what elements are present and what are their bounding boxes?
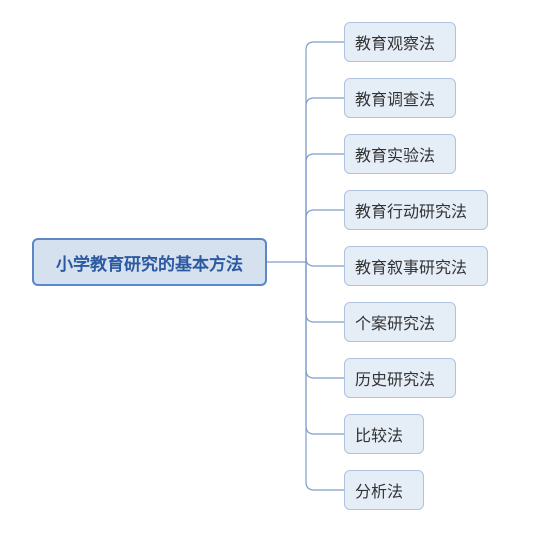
child-label: 教育叙事研究法 bbox=[355, 254, 467, 278]
connector-path bbox=[306, 262, 344, 434]
child-label: 教育观察法 bbox=[355, 30, 435, 54]
child-node-7: 比较法 bbox=[344, 414, 424, 454]
child-node-1: 教育调查法 bbox=[344, 78, 456, 118]
connector-path bbox=[306, 258, 344, 266]
child-label: 历史研究法 bbox=[355, 366, 435, 390]
connector-path bbox=[306, 262, 344, 378]
connector-path bbox=[306, 262, 344, 490]
child-label: 个案研究法 bbox=[355, 310, 435, 334]
root-label: 小学教育研究的基本方法 bbox=[56, 250, 243, 275]
connector-path bbox=[306, 262, 344, 322]
child-label: 教育实验法 bbox=[355, 142, 435, 166]
child-node-3: 教育行动研究法 bbox=[344, 190, 488, 230]
connector-path bbox=[306, 98, 344, 262]
child-label: 教育调查法 bbox=[355, 86, 435, 110]
child-label: 分析法 bbox=[355, 478, 403, 502]
child-node-5: 个案研究法 bbox=[344, 302, 456, 342]
connector-path bbox=[306, 42, 344, 262]
child-node-8: 分析法 bbox=[344, 470, 424, 510]
connector-path bbox=[306, 210, 344, 262]
connector-path bbox=[306, 154, 344, 262]
child-node-4: 教育叙事研究法 bbox=[344, 246, 488, 286]
child-label: 比较法 bbox=[355, 422, 403, 446]
root-node: 小学教育研究的基本方法 bbox=[32, 238, 267, 286]
child-label: 教育行动研究法 bbox=[355, 198, 467, 222]
child-node-2: 教育实验法 bbox=[344, 134, 456, 174]
child-node-6: 历史研究法 bbox=[344, 358, 456, 398]
child-node-0: 教育观察法 bbox=[344, 22, 456, 62]
